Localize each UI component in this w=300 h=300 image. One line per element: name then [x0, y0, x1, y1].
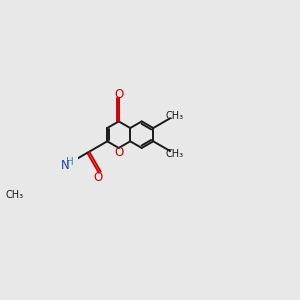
Text: O: O — [114, 146, 123, 159]
Text: N: N — [60, 159, 69, 172]
Text: CH₃: CH₃ — [5, 190, 24, 200]
Text: CH₃: CH₃ — [166, 149, 184, 159]
Text: H: H — [66, 157, 74, 167]
Text: O: O — [94, 171, 103, 184]
Text: CH₃: CH₃ — [166, 110, 184, 121]
Text: O: O — [114, 88, 123, 101]
